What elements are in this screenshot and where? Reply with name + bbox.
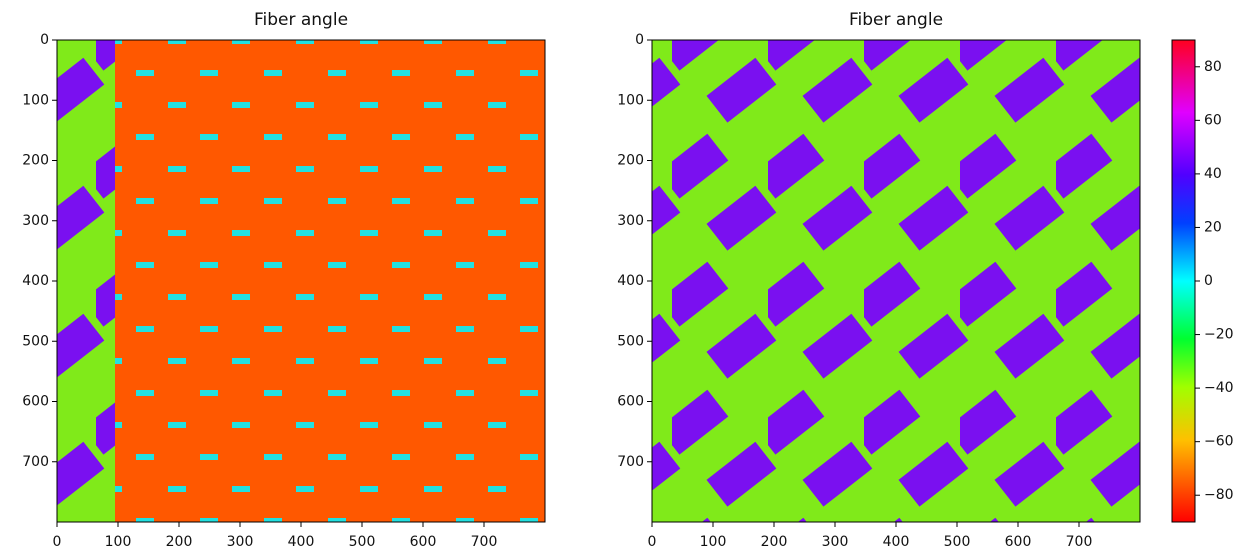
x-tick-label: 700 [1066, 534, 1093, 550]
left-image [57, 40, 545, 522]
y-tick-label: 500 [22, 333, 49, 349]
x-tick-label: 100 [105, 534, 132, 550]
y-tick-label: 400 [617, 273, 644, 289]
x-tick-label: 500 [349, 534, 376, 550]
x-tick-label: 600 [410, 534, 437, 550]
y-tick-label: 600 [617, 394, 644, 410]
x-tick-label: 300 [822, 534, 849, 550]
right-image [652, 40, 1140, 522]
x-tick-label: 100 [700, 534, 727, 550]
colorbar-tick-label: 0 [1204, 273, 1213, 289]
colorbar-tick-label: −60 [1204, 434, 1234, 450]
colorbar [1172, 40, 1195, 522]
y-tick-label: 100 [22, 92, 49, 108]
y-tick-label: 200 [22, 153, 49, 169]
colorbar-tick-label: 60 [1204, 112, 1222, 128]
colorbar-tick-label: 80 [1204, 59, 1222, 75]
y-tick-label: 400 [22, 273, 49, 289]
x-tick-label: 200 [761, 534, 788, 550]
x-tick-label: 300 [227, 534, 254, 550]
y-tick-label: 300 [617, 213, 644, 229]
y-tick-label: 0 [635, 32, 644, 48]
colorbar-tick-label: −80 [1204, 487, 1234, 503]
x-tick-label: 200 [166, 534, 193, 550]
x-tick-label: 400 [883, 534, 910, 550]
colorbar-tick-label: −40 [1204, 380, 1234, 396]
y-tick-label: 600 [22, 394, 49, 410]
x-tick-label: 0 [53, 534, 62, 550]
y-tick-label: 0 [40, 32, 49, 48]
colorbar-tick-label: 20 [1204, 219, 1222, 235]
x-tick-label: 0 [648, 534, 657, 550]
y-tick-label: 700 [617, 454, 644, 470]
colorbar-tick-label: 40 [1204, 166, 1222, 182]
x-tick-label: 400 [288, 534, 315, 550]
x-tick-label: 500 [944, 534, 971, 550]
chart-title: Fiber angle [849, 10, 943, 30]
colorbar-tick-label: −20 [1204, 327, 1234, 343]
x-tick-label: 600 [1005, 534, 1032, 550]
y-tick-label: 300 [22, 213, 49, 229]
x-tick-label: 700 [471, 534, 498, 550]
chart-title: Fiber angle [254, 10, 348, 30]
y-tick-label: 700 [22, 454, 49, 470]
y-tick-label: 500 [617, 333, 644, 349]
y-tick-label: 200 [617, 153, 644, 169]
y-tick-label: 100 [617, 92, 644, 108]
